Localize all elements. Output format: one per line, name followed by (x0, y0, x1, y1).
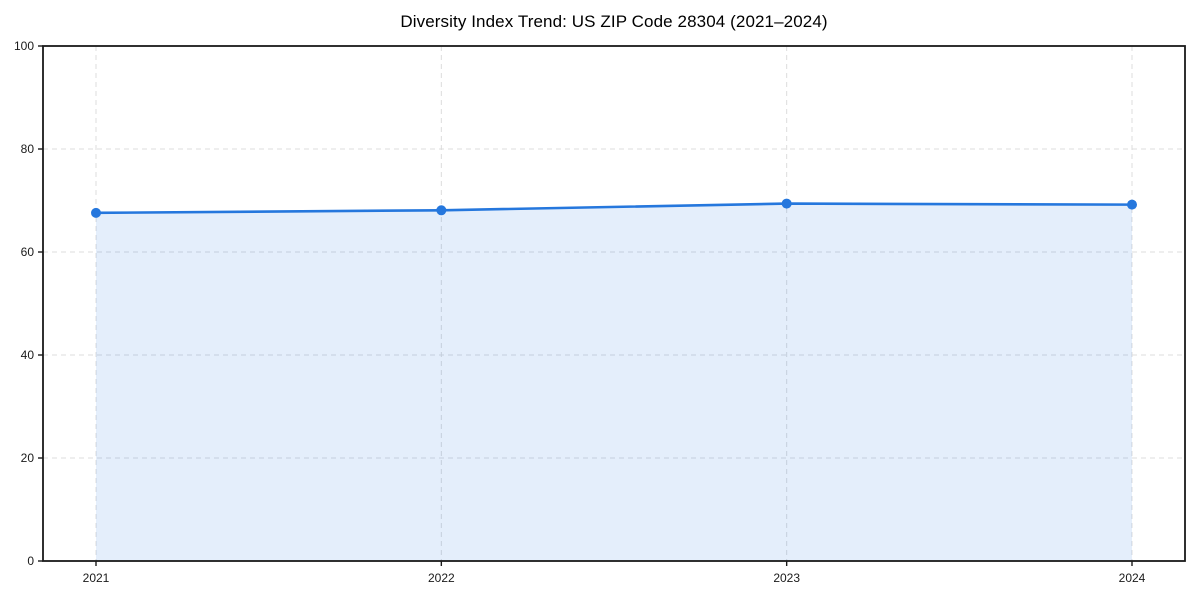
chart-title: Diversity Index Trend: US ZIP Code 28304… (400, 12, 828, 31)
series-line (94, 202, 1134, 215)
y-tick-label: 0 (27, 554, 34, 568)
plot-frame (42, 45, 1186, 562)
data-point (436, 205, 447, 216)
area-fill (96, 203, 1132, 561)
data-point (91, 207, 101, 218)
x-tick-label: 2023 (773, 571, 800, 585)
y-tick-label: 80 (21, 142, 35, 156)
y-tick-label: 40 (21, 348, 35, 362)
y-tick-label: 60 (21, 245, 35, 259)
x-tick-label: 2021 (83, 571, 110, 585)
y-tick-label: 100 (14, 39, 34, 53)
x-tick-label: 2024 (1119, 571, 1146, 585)
data-point (781, 198, 792, 209)
data-point (1127, 199, 1137, 210)
y-tick-label: 20 (21, 451, 35, 465)
x-tick-label: 2022 (428, 571, 455, 585)
